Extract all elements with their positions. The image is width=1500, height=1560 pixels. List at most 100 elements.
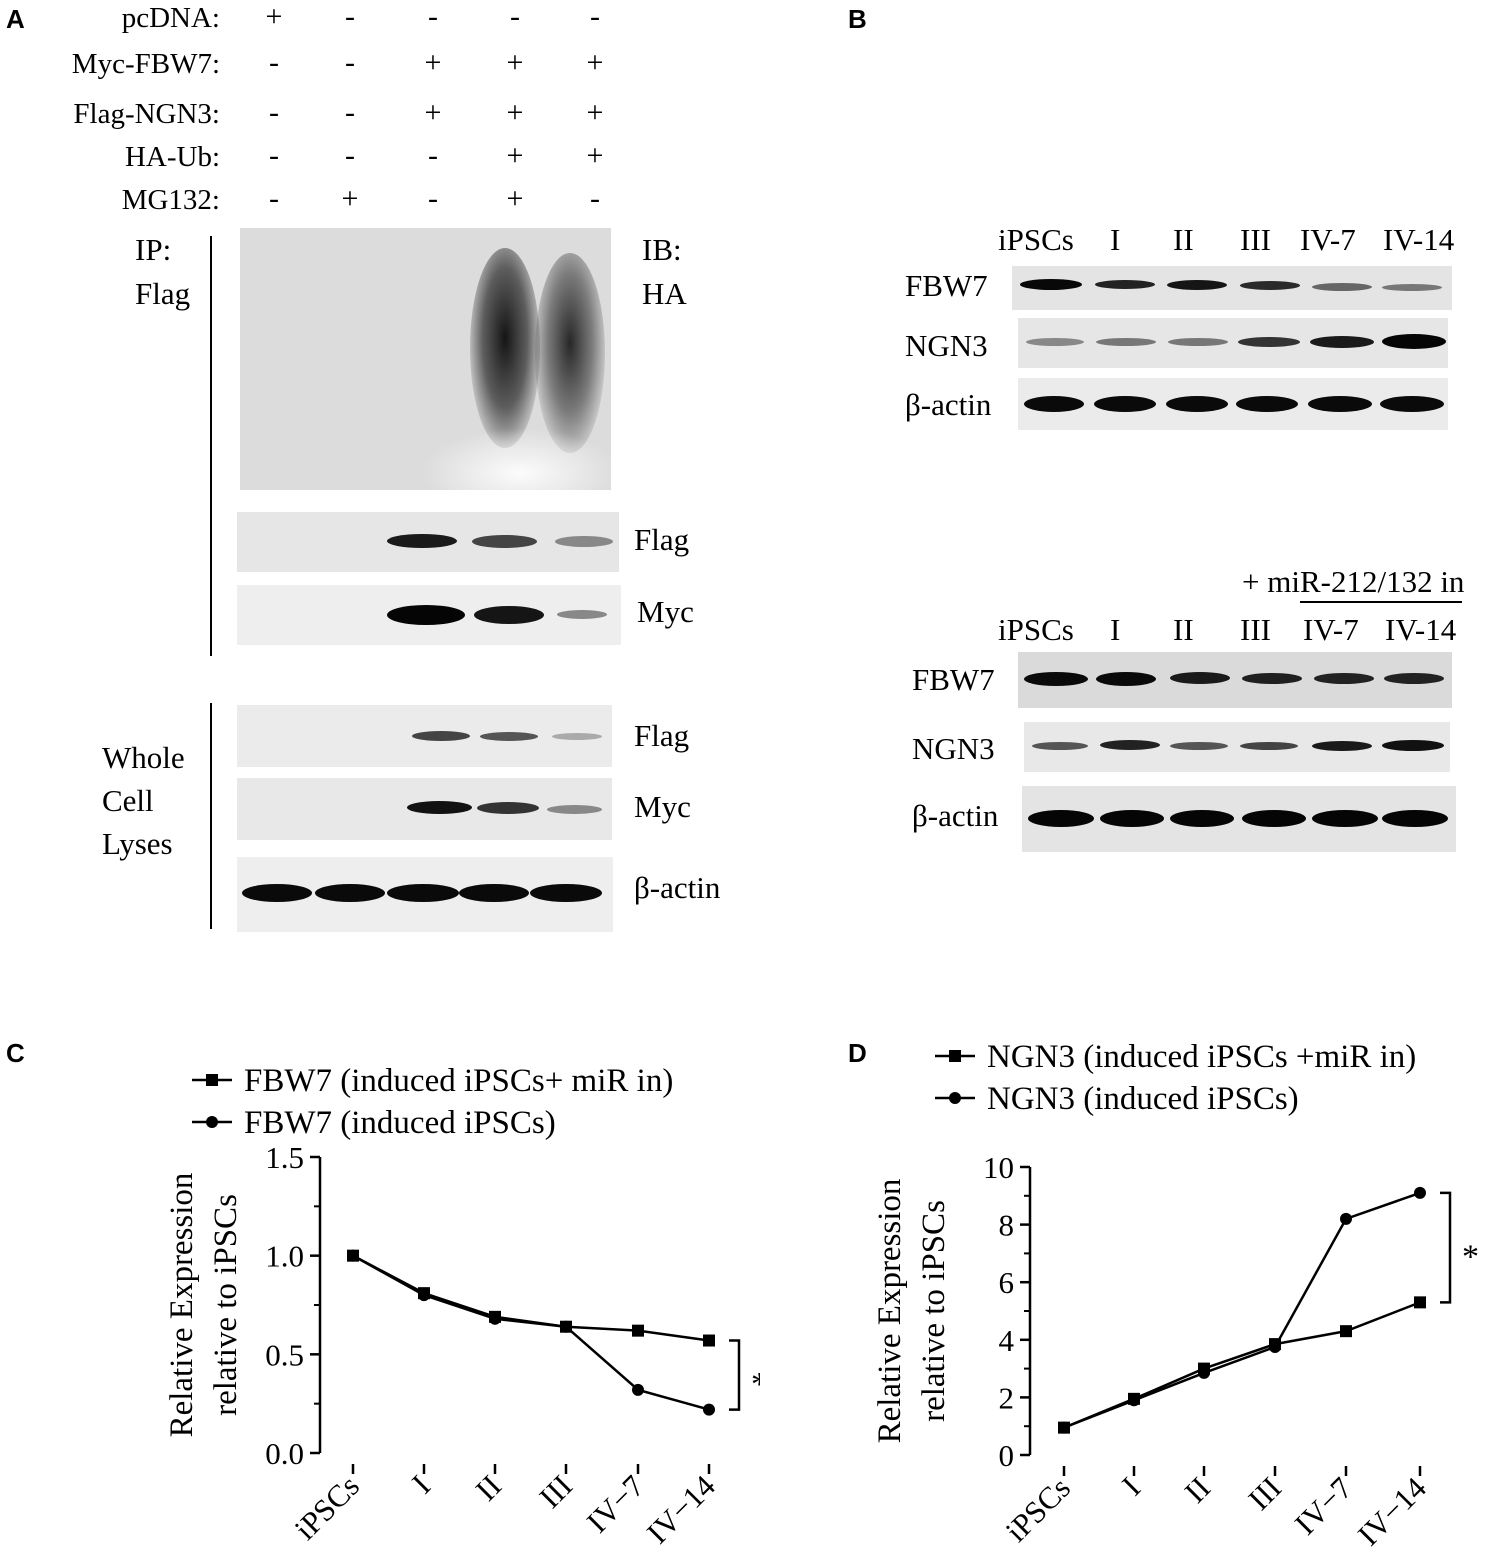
band	[1100, 740, 1160, 750]
band	[387, 605, 465, 625]
condition-sign: -	[510, 0, 520, 33]
legend-marker-square	[206, 1074, 218, 1086]
band	[1382, 810, 1448, 827]
condition-sign: -	[428, 139, 438, 172]
band	[1020, 279, 1082, 290]
wcl-blot-label-actin: β-actin	[634, 870, 721, 905]
y-axis-label: relative to iPSCs	[916, 1200, 952, 1422]
b-top-lane-label: III	[1240, 222, 1271, 257]
b-bottom-row-label-actin: β-actin	[912, 798, 999, 833]
condition-sign: +	[424, 96, 442, 129]
ib-label: IB:	[642, 232, 682, 267]
y-tick-label: 0	[999, 1438, 1015, 1473]
b-top-lane-label: IV-7	[1300, 222, 1356, 257]
band	[1168, 338, 1228, 346]
condition-sign: -	[345, 96, 355, 129]
condition-label: Flag-NGN3:	[73, 98, 220, 130]
ip-target: Flag	[135, 276, 191, 311]
condition-sign: -	[345, 46, 355, 79]
data-point-circle	[347, 1249, 359, 1262]
y-tick-label: 8	[999, 1208, 1015, 1243]
ib-target: HA	[642, 276, 687, 311]
data-point-circle	[560, 1320, 572, 1333]
condition-label: HA-Ub:	[124, 141, 220, 173]
b-top-lane-label: I	[1110, 222, 1121, 257]
condition-sign: +	[506, 182, 524, 215]
legend-label: NGN3 (induced iPSCs)	[987, 1081, 1299, 1117]
b-bottom-lane-label: II	[1173, 612, 1194, 647]
x-tick-label: IV−14	[640, 1468, 723, 1551]
legend-marker-square	[949, 1050, 961, 1062]
blot-wcl-myc	[237, 778, 612, 840]
band	[1312, 741, 1372, 751]
band	[1308, 396, 1372, 412]
condition-sign: +	[586, 46, 604, 79]
band	[1312, 810, 1378, 827]
blot-b-bottom-ngn3	[1024, 722, 1450, 772]
band	[474, 606, 544, 624]
band	[459, 884, 529, 902]
data-point-circle	[632, 1383, 644, 1396]
data-point-circle	[418, 1289, 430, 1302]
b-bottom-lane-label: I	[1110, 612, 1121, 647]
ha-smear-lane5	[535, 253, 605, 453]
blot-wcl-actin	[237, 857, 613, 932]
band	[1236, 396, 1298, 412]
x-tick-label: III	[532, 1468, 579, 1515]
band	[1094, 396, 1156, 412]
chart-c: FBW7 (induced iPSCs+ miR in) FBW7 (induce…	[164, 1063, 760, 1551]
band	[1310, 336, 1374, 348]
wcl-blot-label-flag: Flag	[634, 718, 690, 753]
band	[1384, 673, 1444, 684]
condition-sign: -	[345, 0, 355, 33]
band	[1170, 810, 1234, 827]
data-point-circle	[1058, 1421, 1070, 1434]
condition-sign: -	[590, 182, 600, 215]
band	[477, 802, 539, 814]
blot-b-bottom-fbw7	[1018, 652, 1452, 708]
x-tick-label: iPSCs	[288, 1468, 366, 1546]
band	[387, 534, 457, 548]
band	[1028, 810, 1094, 827]
band	[1096, 338, 1156, 346]
condition-sign: -	[590, 0, 600, 33]
b-bottom-header-line	[1300, 601, 1462, 603]
legend-marker-circle	[206, 1116, 218, 1128]
band	[1100, 810, 1164, 827]
b-top-row-label-fbw7: FBW7	[905, 268, 988, 303]
b-bottom-row-label-fbw7: FBW7	[912, 662, 995, 697]
series-line	[1063, 1191, 1421, 1429]
band	[1382, 284, 1442, 291]
panel-b-letter: B	[848, 4, 867, 34]
y-axis-label: Relative Expression	[164, 1173, 200, 1438]
band	[315, 884, 385, 902]
band	[1024, 396, 1084, 412]
panel-a-letter: A	[6, 4, 25, 34]
data-point-square	[632, 1324, 644, 1337]
data-point-square	[703, 1334, 715, 1347]
ip-label: IP:	[135, 232, 172, 267]
data-point-circle	[1198, 1366, 1210, 1379]
band	[1240, 281, 1300, 290]
x-tick-label: IV−7	[1288, 1470, 1359, 1541]
wcl-label-line2: Cell	[102, 783, 154, 818]
b-bottom-header: + miR-212/132 in	[1242, 564, 1465, 599]
b-top-lane-label: II	[1173, 222, 1194, 257]
band	[1170, 672, 1230, 684]
series-line	[1063, 1301, 1421, 1429]
panel-d-letter: D	[848, 1038, 867, 1068]
band	[472, 535, 537, 548]
data-point-circle	[1269, 1341, 1281, 1353]
condition-sign: -	[428, 182, 438, 215]
band	[1382, 740, 1444, 751]
x-tick-label: IV−7	[580, 1468, 651, 1539]
wcl-label-line3: Lyses	[102, 826, 173, 861]
y-tick-label: 4	[999, 1323, 1015, 1358]
wcl-bracket	[210, 703, 212, 929]
blot-ip-myc	[237, 585, 621, 645]
blot-ip-ha	[240, 228, 611, 490]
panel-c-letter: C	[6, 1038, 25, 1068]
condition-sign: -	[345, 139, 355, 172]
y-tick-label: 1.0	[265, 1239, 304, 1274]
band	[1167, 280, 1227, 290]
